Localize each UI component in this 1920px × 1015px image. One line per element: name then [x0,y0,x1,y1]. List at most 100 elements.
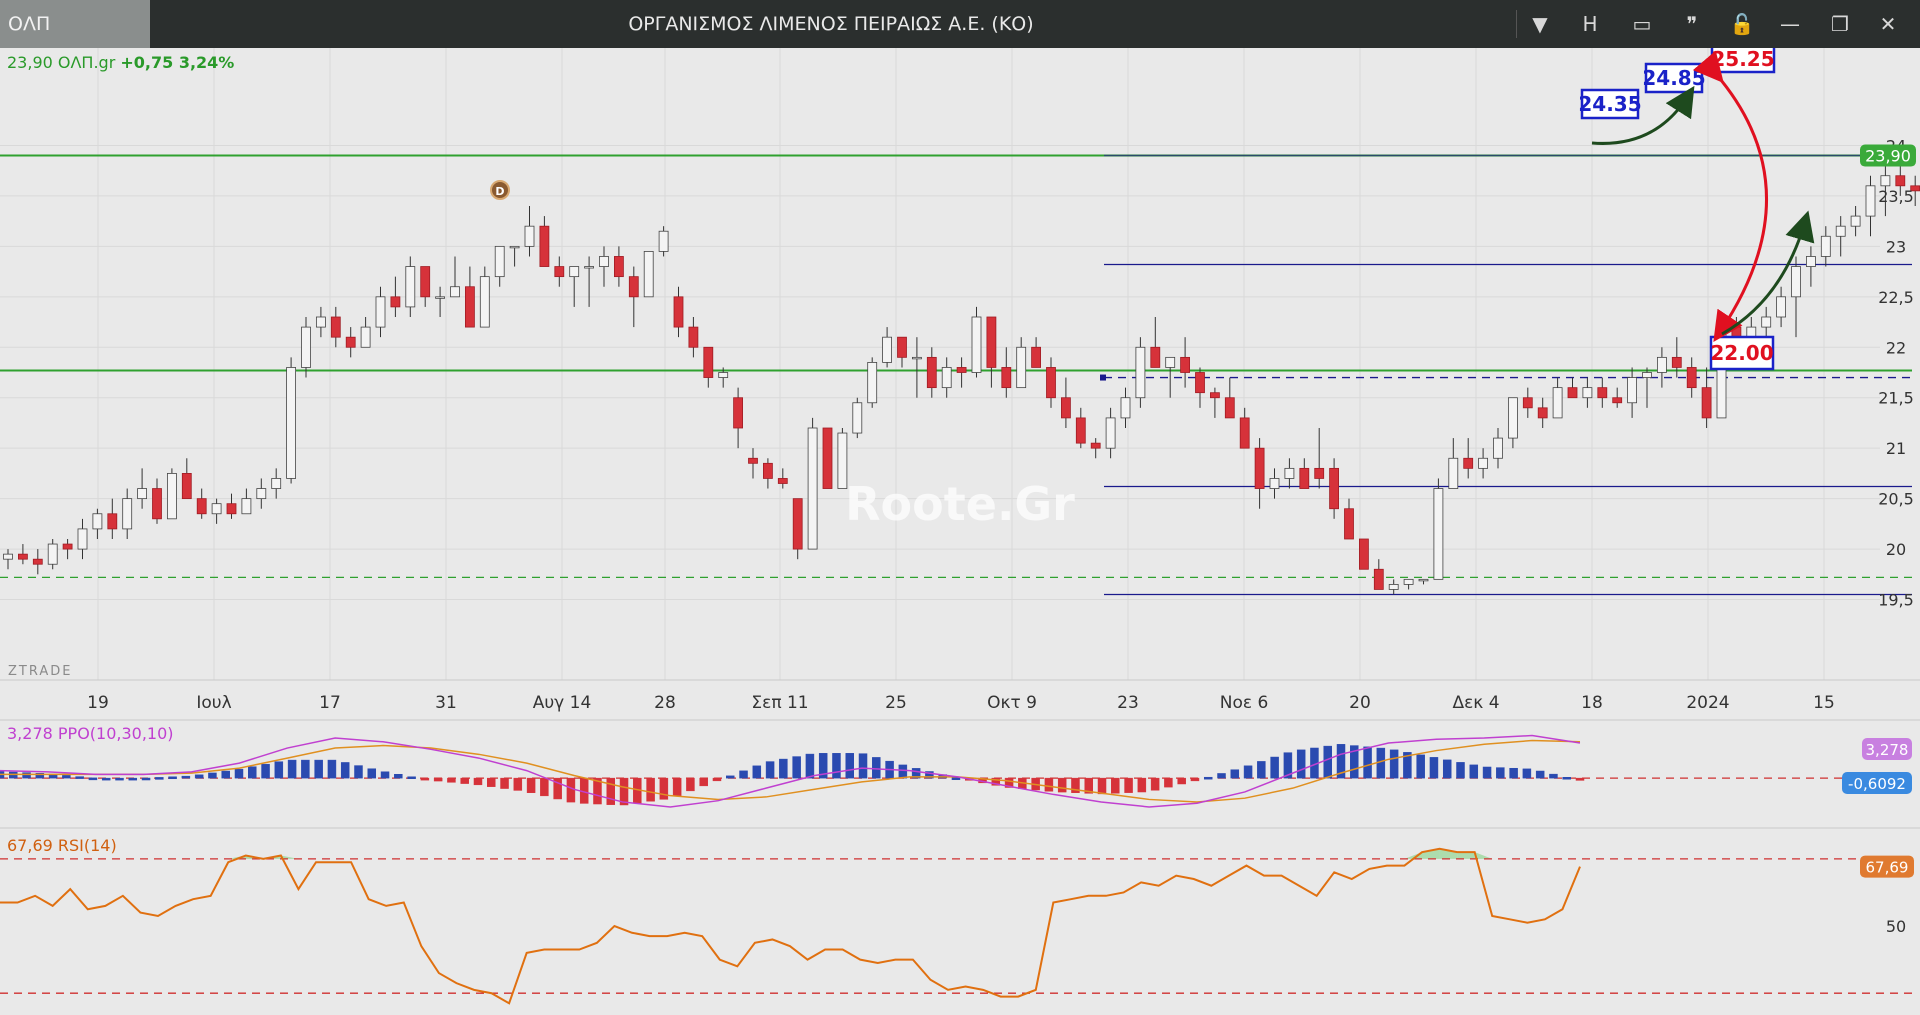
panel-icon[interactable]: ▭ [1632,12,1652,36]
candle-body [1314,467,1325,479]
ppo-histogram-bar [1363,746,1372,779]
candle-body [599,256,609,267]
candle-body [1329,467,1339,510]
ppo-histogram-bar [792,756,801,779]
quote-icon[interactable]: ❞ [1686,12,1698,36]
ppo-histogram-bar [101,777,111,781]
candle-body [107,513,118,530]
ppo-histogram-bar [1190,777,1200,782]
ppo-histogram-bar [447,777,456,783]
rsi-panel: 67,69 50 [0,847,1914,1005]
candle-body [1642,372,1652,378]
candle-body [1895,175,1906,187]
ppo-histogram-bar [1323,745,1332,779]
restore-icon[interactable]: ❐ [1831,12,1849,36]
candle-body [301,326,311,368]
candle-body [1686,367,1697,389]
ppo-histogram-bar [22,772,31,779]
title-separator [1516,10,1517,38]
time-tick-label: Οκτ 9 [987,693,1037,713]
ppo-histogram-bar [1057,777,1067,793]
candle-body [733,397,743,429]
ppo-histogram-bar [1217,773,1226,779]
ppo-histogram-bar [327,759,337,779]
ppo-histogram-bar [1389,749,1399,779]
ppo-histogram-bar [832,753,841,779]
green-up-arrow [1591,85,1695,145]
candle-body [1135,346,1146,399]
candle-body [926,356,937,389]
ppo-histogram-bar [35,772,45,779]
candle-body [1061,397,1071,419]
ppo-histogram-bar [354,765,363,779]
candle-body [748,457,758,464]
quote-symbol: ΟΛΠ.gr [58,53,120,72]
quote-line: 23,90 ΟΛΠ.gr +0,75 3,24% [7,53,234,72]
ppo-histogram-bar [1071,777,1080,793]
candle-body [1791,266,1801,298]
chart-texts: 23,90 ΟΛΠ.gr +0,75 3,24% ZTRADE Roote.Gr 3,… [7,53,1075,855]
ppo-histogram-bar [274,761,284,779]
candle-body [1657,356,1667,373]
ppo-histogram-bar [1111,777,1120,794]
target-label: 25.25 [1711,48,1774,71]
ppo-legend: 3,278 PPO(10,30,10) [7,724,174,743]
candle-body [1210,392,1220,399]
ppo-histogram-bar [540,777,549,797]
ppo-histogram-bar [115,777,124,781]
candle-body [628,276,639,298]
target-box [1580,88,1640,120]
ppo-histogram-bar [699,777,708,787]
dropdown-icon[interactable]: ▼ [1532,12,1548,36]
ppo-histogram-bar [1416,754,1425,779]
candle-body [211,503,222,515]
time-tick-label: Αυγ 14 [533,693,592,713]
candle-body [152,488,162,520]
period-button[interactable]: H [1582,12,1598,36]
price-tick-label: 22,5 [1878,288,1914,307]
ppo-histogram-bar [1004,777,1014,788]
ppo-histogram-bar [1549,773,1558,779]
close-icon[interactable]: ✕ [1879,12,1897,36]
candle-body [1701,387,1712,419]
candle-body [539,225,550,267]
candle-body [718,372,729,378]
time-tick-label: 23 [1117,693,1139,713]
rsi-value-badge [1860,855,1914,878]
time-tick-label: 17 [319,693,341,713]
chart-background [0,48,1920,1015]
ppo-histogram-bar [1164,777,1173,788]
quote-change: +0,75 3,24% [120,53,234,72]
candle-body [3,553,13,560]
ppo-histogram-bar [619,777,629,806]
ppo-histogram-bar [1509,767,1518,779]
symbol-field[interactable]: ΟΛΠ [0,0,150,48]
candle-body [345,336,356,348]
candle-body [941,367,952,389]
candle-body [1493,437,1503,459]
quote-price: 23,90 [7,53,58,72]
candle-body [435,296,446,299]
candle-body [1224,397,1235,419]
rsi-legend: 67,69 RSI(14) [7,836,117,855]
ppo-signal-line [0,739,1581,803]
candle-body [92,513,103,530]
ppo-histogram-bar [659,777,669,800]
ppo-histogram-bar [128,777,138,781]
brand-watermark: ZTRADE [8,664,72,679]
time-tick-label: 15 [1813,693,1835,713]
ppo-histogram-bar [898,764,908,779]
minimize-icon[interactable]: — [1780,12,1800,36]
candle-body [1820,235,1831,257]
ppo-histogram-bar [500,777,509,789]
candle-body [1880,175,1891,187]
ppo-histogram-bar [1243,765,1253,779]
time-tick-label: Σεπ 11 [751,693,808,713]
candle-body [137,488,148,500]
unlock-icon[interactable]: 🔓 [1729,12,1755,36]
candle-body [852,402,863,434]
candle-body [912,356,922,360]
candle-body [464,286,475,328]
candle-body [1806,256,1816,267]
